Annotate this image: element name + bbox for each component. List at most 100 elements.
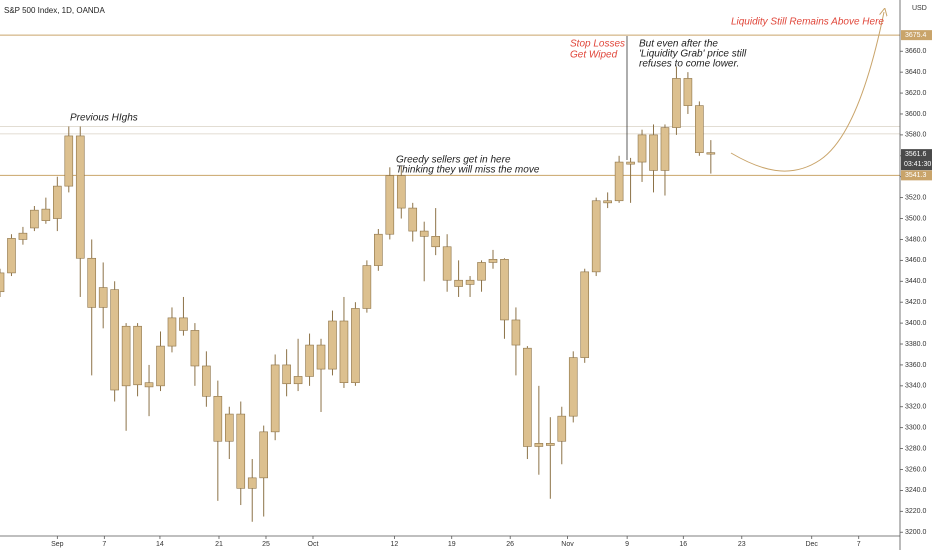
x-tick-label: Dec [805,541,818,548]
y-tick-label: 3300.0 [905,425,927,432]
candle-body [626,161,635,165]
y-tick-label: 3480.0 [905,236,927,243]
last-price-box [901,149,932,171]
candle-body [454,279,463,287]
y-tick-label: 3600.0 [905,111,927,118]
annotation: 'Liquidity Grab' price still [639,49,747,60]
candle-body [660,127,670,171]
candle-body [156,345,165,387]
plot-area [0,34,900,522]
y-tick-label: 3460.0 [905,257,927,264]
candle-body [351,308,360,383]
candle-body [649,134,658,171]
candle-body [179,317,188,331]
last-price-label: 3561.6 [905,151,927,158]
candle-body [362,265,372,309]
price-label: 3675.4 [905,32,927,39]
candle-body [557,415,567,442]
candle-body [316,344,326,370]
candle-body [546,443,555,446]
candle-body [167,317,177,347]
candle-body [500,259,509,321]
currency: USD [912,5,927,12]
candle-body [511,319,521,346]
candle-body [247,477,257,489]
x-tick-label: 26 [506,541,514,548]
candle-body [64,135,74,187]
annotation: Greedy sellers get in here [396,155,511,166]
y-tick-label: 3360.0 [905,362,927,369]
price-label-box [901,30,932,41]
candle-body [695,105,704,153]
candle-body [7,238,16,274]
x-tick-label: 12 [390,541,398,548]
y-tick-label: 3200.0 [905,529,927,536]
projection-curve [730,12,884,172]
candle-body [87,257,97,308]
candle-body [477,262,486,281]
x-tick-label: 21 [215,541,223,548]
x-tick-label: Sep [51,541,64,548]
candle-body [282,364,291,385]
candle-body [603,200,612,204]
candle-body [110,289,119,391]
price-label-box [901,170,932,181]
candle-body [396,175,406,209]
y-tick-label: 3320.0 [905,404,927,411]
candle-body [580,271,590,358]
y-tick-label: 3660.0 [905,48,927,55]
candle-body [305,344,314,377]
chart-title: S&P 500 Index, 1D, OANDA [4,6,105,15]
y-tick-label: 3280.0 [905,445,927,452]
annotation: Get Wiped [570,50,618,61]
x-tick-label: 25 [262,541,270,548]
candle-body [683,78,693,106]
candle-body [488,259,498,263]
candle-body [385,175,395,235]
candle-body [568,357,578,417]
candle-body [431,236,440,248]
candle-body [53,185,62,219]
y-tick-label: 3580.0 [905,132,927,139]
candle-body [465,279,475,285]
candle-body [0,272,5,293]
y-tick-label: 3220.0 [905,508,927,515]
y-tick-label: 3440.0 [905,278,927,285]
y-tick-label: 3260.0 [905,466,927,473]
annotation: Previous HIghs [70,113,138,124]
candle-body [672,78,681,128]
candle-body [144,382,154,388]
candle-body [408,207,418,232]
candle-body [419,230,429,237]
y-tick-label: 3420.0 [905,299,927,306]
candle-body [293,376,303,385]
candle-body [190,330,200,367]
y-tick-label: 3380.0 [905,341,927,348]
candle-body [328,320,337,370]
x-tick-label: 7 [102,541,106,548]
y-tick-label: 3640.0 [905,69,927,76]
annotation: Stop Losses [570,39,625,50]
x-tick-label: 9 [625,541,629,548]
y-tick-label: 3340.0 [905,383,927,390]
x-tick-label: 7 [857,541,861,548]
candle-body [41,208,51,221]
candle-body [339,320,349,383]
x-tick-label: 16 [679,541,687,548]
candle-body [18,232,28,240]
x-tick-label: Nov [561,541,574,548]
countdown: 03:41:30 [904,161,931,168]
candle-body [121,325,131,387]
candle-body [534,443,544,447]
annotation: Thinking they will miss the move [396,165,540,176]
candle-body [442,246,452,281]
x-tick-label: 19 [448,541,456,548]
candle-body [259,431,268,479]
candle-body [706,152,716,155]
candle-body [202,365,211,397]
candle-body [270,364,280,433]
annotation: Liquidity Still Remains Above Here [731,17,884,28]
x-tick-label: Oct [308,541,319,548]
